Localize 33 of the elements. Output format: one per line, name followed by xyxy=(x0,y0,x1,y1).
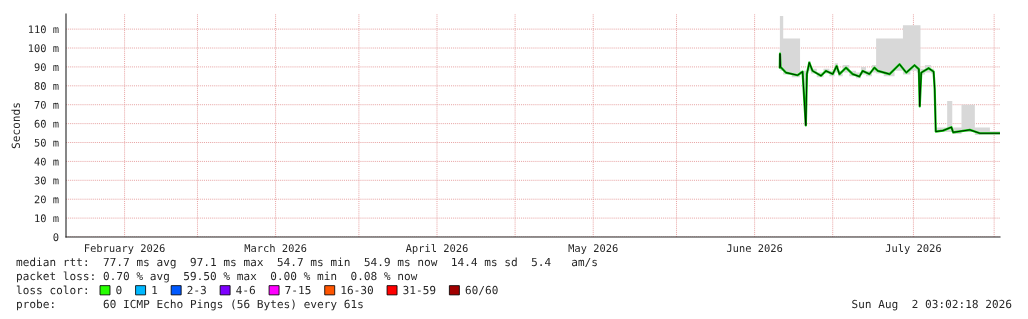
legend-label: 16-30 xyxy=(341,285,373,295)
legend-label: 4-6 xyxy=(236,285,256,295)
y-tick-label: 90 m xyxy=(34,63,59,72)
y-tick-label: 70 m xyxy=(34,100,59,109)
legend-label: 7-15 xyxy=(285,285,311,295)
y-tick-label: 20 m xyxy=(34,195,59,204)
legend-label: 1 xyxy=(152,285,158,295)
text: packet loss: 0.70 % avg 59.50 % max 0.00 % min 0.08 % now xyxy=(17,271,418,283)
legend-label: 2-3 xyxy=(187,285,206,295)
y-tick-label: 60 m xyxy=(34,119,59,128)
x-tick-label: June 2026 xyxy=(726,244,783,253)
text: Sun Aug 2 03:02:18 2026 xyxy=(852,299,1012,311)
legend-label: 0 xyxy=(116,285,122,295)
y-tick-label: 10 m xyxy=(35,214,59,223)
y-tick-label: 30 m xyxy=(34,176,59,185)
y-tick-label: 80 m xyxy=(34,82,59,90)
x-tick-label: April 2026 xyxy=(405,243,468,255)
x-tick-label: May 2026 xyxy=(568,244,618,255)
y-axis-title: Seconds xyxy=(11,103,20,149)
y-tick-label: 40 m xyxy=(34,157,59,166)
legend-label: 31-59 xyxy=(403,285,436,295)
x-tick-label: July 2026 xyxy=(885,243,941,255)
y-tick-label: 100 m xyxy=(28,44,59,53)
y-tick-label: 110 m xyxy=(28,25,59,34)
y-tick-label: 50 m xyxy=(34,138,59,147)
line-series xyxy=(778,52,1000,135)
legend-label: 60/60 xyxy=(465,285,498,296)
x-tick-label: February 2026 xyxy=(85,244,165,255)
text: median rtt: 77.7 ms avg 97.1 ms max 54.7 ms min 54.9 ms now 14.4 ms sd 5.4 am/s xyxy=(16,257,597,269)
y-tick-label: 0 xyxy=(53,233,59,242)
legend-title: loss color: xyxy=(16,285,87,295)
x-tick-label: March 2026 xyxy=(244,244,307,253)
text: probe: 60 ICMP Echo Pings (56 Bytes) every 61s xyxy=(17,299,363,311)
